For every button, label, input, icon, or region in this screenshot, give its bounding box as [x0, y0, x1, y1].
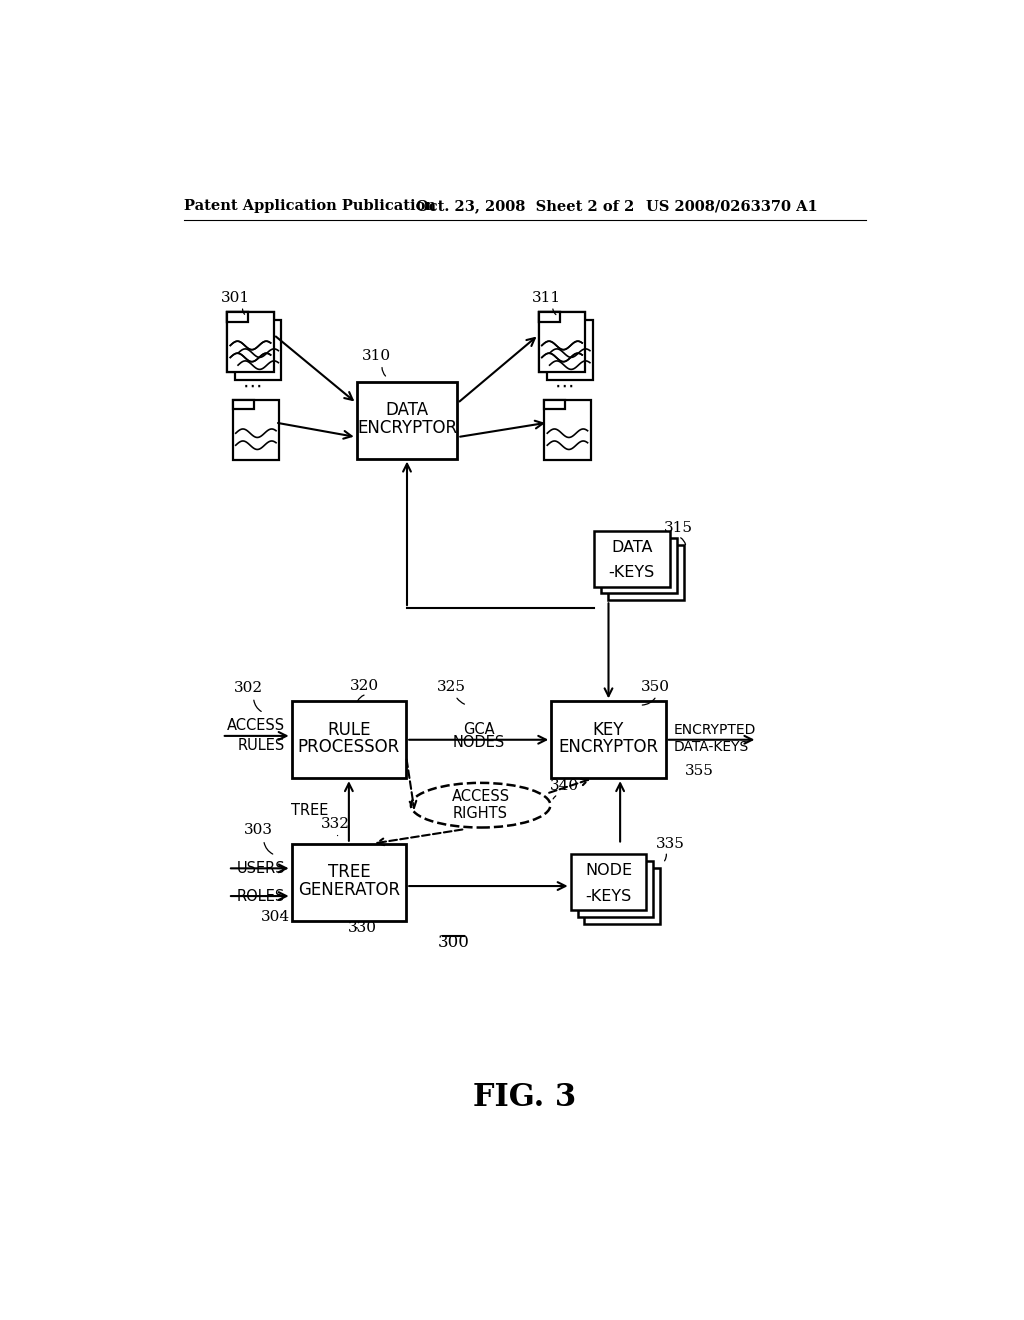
FancyBboxPatch shape — [547, 321, 593, 380]
Text: 310: 310 — [361, 350, 390, 363]
Ellipse shape — [411, 783, 550, 828]
Text: NODE: NODE — [585, 863, 632, 878]
FancyBboxPatch shape — [227, 313, 273, 372]
Text: ⋯: ⋯ — [555, 376, 574, 396]
Text: 332: 332 — [321, 817, 349, 832]
Text: Oct. 23, 2008  Sheet 2 of 2: Oct. 23, 2008 Sheet 2 of 2 — [417, 199, 635, 213]
Text: RULE: RULE — [327, 721, 371, 739]
Text: 311: 311 — [531, 292, 561, 305]
Text: 340: 340 — [550, 779, 579, 793]
FancyBboxPatch shape — [570, 854, 646, 909]
FancyBboxPatch shape — [227, 313, 273, 372]
Text: 335: 335 — [656, 837, 685, 850]
FancyBboxPatch shape — [585, 869, 660, 924]
FancyBboxPatch shape — [356, 381, 458, 459]
Text: 320: 320 — [350, 678, 379, 693]
FancyBboxPatch shape — [544, 400, 591, 461]
Text: TREE: TREE — [292, 804, 329, 818]
FancyBboxPatch shape — [539, 313, 586, 372]
Text: 355: 355 — [685, 763, 714, 777]
Text: 301: 301 — [220, 292, 250, 305]
Text: 300: 300 — [437, 933, 469, 950]
FancyBboxPatch shape — [578, 862, 653, 917]
Text: 350: 350 — [640, 680, 670, 694]
Text: ENCRYPTED: ENCRYPTED — [674, 723, 756, 737]
Text: TREE: TREE — [328, 863, 371, 882]
Text: ACCESS: ACCESS — [452, 789, 510, 804]
Text: 302: 302 — [233, 681, 263, 696]
Polygon shape — [544, 400, 565, 409]
Text: ⋯: ⋯ — [243, 376, 262, 396]
Text: 315: 315 — [664, 521, 693, 535]
Polygon shape — [227, 313, 248, 322]
FancyBboxPatch shape — [234, 321, 282, 380]
Text: 330: 330 — [348, 921, 377, 936]
Text: PROCESSOR: PROCESSOR — [298, 738, 400, 756]
Text: ROLES: ROLES — [238, 888, 286, 904]
Polygon shape — [539, 313, 560, 322]
Text: 304: 304 — [261, 909, 290, 924]
FancyBboxPatch shape — [292, 843, 407, 921]
Text: RULES: RULES — [238, 738, 286, 754]
Polygon shape — [234, 321, 256, 330]
Polygon shape — [539, 313, 560, 322]
Text: FIG. 3: FIG. 3 — [473, 1082, 577, 1113]
Text: -KEYS: -KEYS — [586, 888, 632, 904]
Text: DATA: DATA — [385, 401, 429, 420]
Text: 325: 325 — [437, 680, 466, 694]
Text: NODES: NODES — [453, 734, 505, 750]
FancyBboxPatch shape — [594, 531, 670, 586]
Polygon shape — [232, 400, 254, 409]
Text: KEY: KEY — [593, 721, 625, 739]
FancyBboxPatch shape — [232, 400, 280, 461]
Text: GCA: GCA — [463, 722, 495, 738]
Text: DATA: DATA — [611, 540, 652, 554]
Text: RIGHTS: RIGHTS — [454, 807, 508, 821]
FancyBboxPatch shape — [292, 701, 407, 779]
FancyBboxPatch shape — [551, 701, 666, 779]
FancyBboxPatch shape — [601, 539, 677, 594]
Text: ENCRYPTOR: ENCRYPTOR — [558, 738, 658, 756]
Text: GENERATOR: GENERATOR — [298, 880, 400, 899]
Text: USERS: USERS — [237, 861, 286, 876]
FancyBboxPatch shape — [607, 545, 684, 601]
Text: DATA-KEYS: DATA-KEYS — [674, 739, 749, 754]
Text: US 2008/0263370 A1: US 2008/0263370 A1 — [646, 199, 817, 213]
Polygon shape — [227, 313, 248, 322]
FancyBboxPatch shape — [539, 313, 586, 372]
Text: 303: 303 — [244, 824, 272, 837]
Text: Patent Application Publication: Patent Application Publication — [183, 199, 436, 213]
Text: ACCESS: ACCESS — [227, 718, 286, 734]
Text: ENCRYPTOR: ENCRYPTOR — [357, 418, 457, 437]
Text: -KEYS: -KEYS — [608, 565, 655, 581]
Polygon shape — [547, 321, 567, 330]
